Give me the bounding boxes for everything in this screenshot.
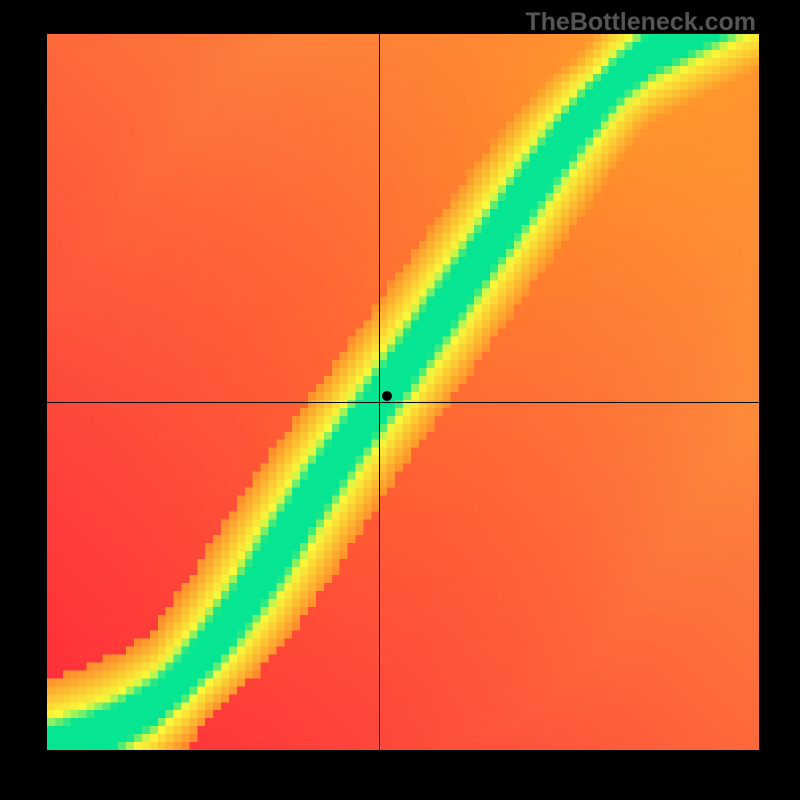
crosshair-horizontal — [47, 402, 759, 403]
bottleneck-heatmap — [47, 34, 759, 750]
selected-point — [382, 391, 392, 401]
crosshair-vertical — [379, 34, 380, 750]
watermark-text: TheBottleneck.com — [525, 8, 756, 37]
